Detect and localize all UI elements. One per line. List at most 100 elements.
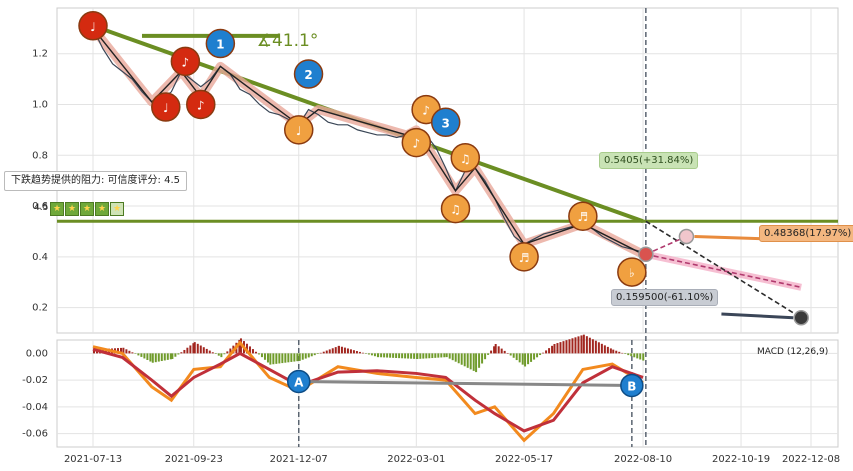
macd-bar (117, 348, 119, 354)
trend-angle-label: ∡41.1° (257, 31, 319, 51)
note-glyph: 3 (442, 116, 450, 130)
note-glyph: ♪ (412, 137, 420, 151)
macd-bar (193, 342, 196, 354)
macd-bar (401, 353, 404, 359)
macd-bar (521, 353, 524, 365)
macd-bar (445, 353, 448, 358)
macd-bar (437, 353, 440, 358)
macd-bar (487, 353, 490, 355)
macd-bar (413, 353, 416, 359)
macd-bar (407, 353, 410, 359)
macd-panel (56, 339, 839, 448)
target-arrow (721, 312, 794, 320)
macd-bar (343, 347, 346, 354)
macd-bar (275, 353, 278, 364)
projection-line (645, 253, 802, 289)
macd-bar (340, 346, 343, 354)
price-y-tick: 0.2 (32, 303, 48, 314)
macd-bar (443, 353, 446, 358)
macd-bar (226, 351, 229, 354)
macd-bar (428, 353, 431, 359)
macd-bar (582, 334, 585, 354)
macd-bar (603, 345, 606, 354)
price-y-tick: 1.0 (32, 99, 48, 110)
note-glyph: ♫ (460, 152, 471, 166)
macd-bar (154, 353, 157, 363)
macd-bar (171, 353, 174, 359)
macd-bar (404, 353, 407, 359)
macd-bar (621, 352, 624, 354)
macd-bar (316, 353, 319, 354)
macd-bar (493, 346, 496, 354)
callout-upside-target: 0.5405(+31.84%) (599, 152, 699, 169)
macd-bar (217, 353, 220, 356)
macd-bar (293, 353, 296, 362)
macd-bar (457, 353, 460, 364)
macd-bar (410, 353, 413, 359)
macd-bar (460, 353, 463, 365)
macd-bar (352, 350, 355, 354)
macd-bar (500, 348, 503, 354)
macd-bar (122, 347, 125, 354)
macd-bar (630, 353, 633, 357)
star-icon: ★ (95, 202, 109, 216)
macd-bar (395, 353, 398, 358)
note-glyph: ♪ (422, 104, 430, 118)
note-circle (205, 28, 236, 59)
macd-bar (202, 347, 205, 354)
note-badge: 1 (205, 28, 236, 59)
macd-y-tick: -0.06 (22, 429, 48, 440)
x-tick-label: 2022-03-01 (387, 454, 445, 465)
macd-bar (463, 353, 466, 367)
x-tick-label: 2021-12-07 (270, 454, 328, 465)
macd-bar (266, 353, 269, 363)
macd-bar (518, 353, 521, 363)
macd-bar (422, 353, 425, 359)
macd-bar (192, 343, 195, 354)
x-tick-label: 2022-10-19 (712, 454, 770, 465)
star-icon: ★ (110, 202, 124, 216)
macd-bar (131, 352, 134, 354)
note-circle (186, 89, 216, 120)
note-circle (293, 59, 324, 89)
macd-bar (205, 348, 208, 354)
macd-bar (325, 350, 328, 354)
macd-bar (577, 336, 580, 354)
macd-bar (169, 353, 172, 360)
note-badge: ♫ (440, 193, 471, 224)
macd-bar (392, 353, 395, 358)
macd-bar (367, 353, 370, 355)
projection-marker (793, 310, 809, 326)
note-glyph: ♪ (197, 98, 205, 112)
projection-line (645, 220, 802, 319)
macd-bar (580, 335, 583, 354)
macd-bar (290, 353, 293, 362)
macd-bar (174, 353, 177, 357)
callout-mid-target: 0.48368(17.97%) (759, 225, 853, 242)
macd-bar (606, 346, 609, 354)
macd-bar (186, 347, 189, 354)
macd-bar (355, 351, 358, 354)
projection-marker (678, 228, 695, 245)
note-glyph: ♬ (577, 210, 588, 224)
macd-bar (591, 339, 594, 354)
macd-bar (574, 337, 577, 354)
macd-bar (272, 353, 275, 365)
macd-bar (440, 353, 443, 358)
x-tick-label: 2022-05-17 (495, 454, 553, 465)
callout-downside-target: 0.159500(-61.10%) (611, 289, 719, 306)
macd-bar (533, 353, 536, 360)
macd-bar (269, 353, 272, 365)
macd-bar (128, 350, 131, 354)
macd-bar (639, 353, 642, 360)
macd-bar (160, 353, 163, 362)
macd-label: MACD (12,26,9) (757, 347, 829, 357)
macd-bar (304, 353, 307, 359)
macd-bar (386, 353, 389, 358)
macd-bar (263, 353, 266, 360)
macd-bar (238, 339, 241, 354)
macd-bar (565, 340, 568, 354)
macd-bar (183, 349, 186, 354)
target-arrow (694, 235, 772, 241)
macd-bar (245, 343, 248, 354)
